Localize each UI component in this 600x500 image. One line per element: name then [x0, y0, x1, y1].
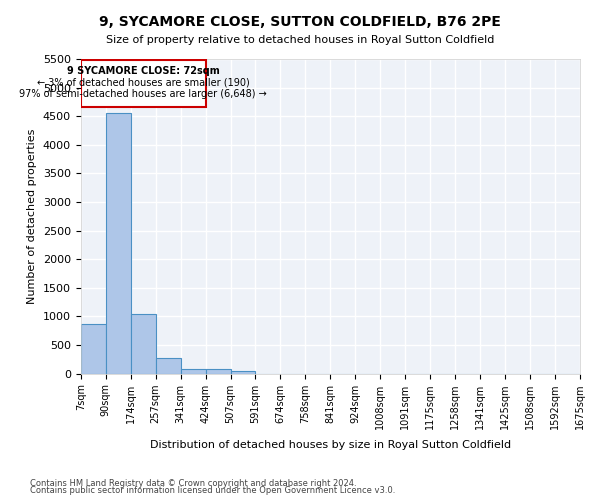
X-axis label: Distribution of detached houses by size in Royal Sutton Coldfield: Distribution of detached houses by size …: [150, 440, 511, 450]
Text: Size of property relative to detached houses in Royal Sutton Coldfield: Size of property relative to detached ho…: [106, 35, 494, 45]
Bar: [81, 324, 106, 374]
Text: 97% of semi-detached houses are larger (6,648) →: 97% of semi-detached houses are larger (…: [19, 90, 267, 100]
Bar: [206, 370, 230, 374]
Bar: [181, 369, 206, 374]
Bar: [81, 60, 206, 107]
Bar: [131, 314, 155, 374]
Text: Contains HM Land Registry data © Crown copyright and database right 2024.: Contains HM Land Registry data © Crown c…: [30, 478, 356, 488]
Bar: [230, 371, 256, 374]
Text: 9 SYCAMORE CLOSE: 72sqm: 9 SYCAMORE CLOSE: 72sqm: [67, 66, 220, 76]
Bar: [155, 358, 181, 374]
Text: ← 3% of detached houses are smaller (190): ← 3% of detached houses are smaller (190…: [37, 78, 250, 88]
Bar: [106, 114, 131, 374]
Text: Contains public sector information licensed under the Open Government Licence v3: Contains public sector information licen…: [30, 486, 395, 495]
Text: 9, SYCAMORE CLOSE, SUTTON COLDFIELD, B76 2PE: 9, SYCAMORE CLOSE, SUTTON COLDFIELD, B76…: [99, 15, 501, 29]
Y-axis label: Number of detached properties: Number of detached properties: [28, 128, 37, 304]
